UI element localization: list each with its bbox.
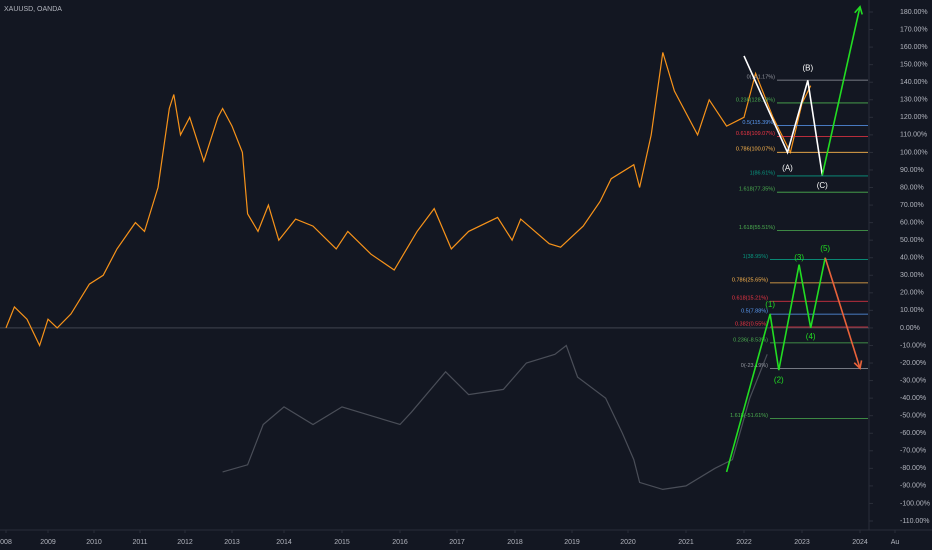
- fib-label: 1.618(-51.61%): [730, 413, 768, 419]
- wave-line: [821, 6, 861, 176]
- arrow-head: [854, 5, 863, 15]
- y-tick-label: -20.00%: [900, 360, 926, 367]
- y-tick-label: 30.00%: [900, 272, 924, 279]
- y-tick-label: 20.00%: [900, 290, 924, 297]
- y-tick-label: 0.00%: [900, 325, 920, 332]
- fib-label: 1(38.95%): [743, 254, 769, 260]
- x-tick-label: 2022: [736, 539, 752, 546]
- y-tick-label: -10.00%: [900, 342, 926, 349]
- fib-label: 0.786(25.65%): [732, 277, 768, 283]
- y-tick-label: -100.00%: [900, 500, 930, 507]
- fib-label: 0.5(7.88%): [741, 309, 768, 315]
- y-tick-label: -60.00%: [900, 430, 926, 437]
- wave-line: [725, 257, 826, 473]
- y-tick-label: 80.00%: [900, 184, 924, 191]
- y-tick-label: -90.00%: [900, 483, 926, 490]
- wave-label: (4): [806, 332, 816, 341]
- wave-label: (1): [765, 300, 775, 309]
- x-tick-label: 2017: [449, 539, 465, 546]
- chart-title: XAUUSD, OANDA: [4, 6, 62, 13]
- fib-label: 1.618(77.35%): [739, 187, 775, 193]
- wave-label: (3): [794, 253, 804, 262]
- y-tick-label: 100.00%: [900, 149, 928, 156]
- y-tick-label: 120.00%: [900, 114, 928, 121]
- y-tick-label: 180.00%: [900, 9, 928, 16]
- y-tick-label: -110.00%: [900, 518, 929, 525]
- y-tick-label: -50.00%: [900, 413, 926, 420]
- x-tick-label: 008: [0, 539, 12, 546]
- y-tick-label: 110.00%: [900, 132, 927, 139]
- y-tick-label: 140.00%: [900, 79, 928, 86]
- x-tick-label: 2023: [794, 539, 810, 546]
- fib-label: 0(141.17%): [747, 75, 776, 81]
- fib-label: 1.618(55.51%): [739, 225, 775, 231]
- price-line: [222, 344, 768, 491]
- x-tick-label: 2010: [86, 539, 102, 546]
- y-tick-label: -70.00%: [900, 448, 926, 455]
- y-tick-label: 130.00%: [900, 97, 928, 104]
- x-tick-label: 2015: [334, 539, 350, 546]
- y-tick-label: -40.00%: [900, 395, 926, 402]
- x-tick-label: 2020: [620, 539, 636, 546]
- x-tick-label: 2011: [132, 539, 147, 546]
- x-tick-label: 2024: [852, 539, 868, 546]
- fib-label: 0.618(15.21%): [732, 296, 768, 302]
- y-tick-label: -30.00%: [900, 377, 926, 384]
- x-tick-label: 2019: [564, 539, 580, 546]
- x-tick-label: 2013: [224, 539, 240, 546]
- x-tick-label: Au: [891, 539, 900, 546]
- x-tick-label: 2021: [678, 539, 694, 546]
- x-tick-label: 2016: [392, 539, 408, 546]
- y-tick-label: 70.00%: [900, 202, 924, 209]
- price-line: [5, 52, 812, 348]
- y-tick-label: 150.00%: [900, 61, 928, 68]
- x-tick-label: 2018: [507, 539, 523, 546]
- fib-label: 0.786(100.07%): [736, 147, 775, 153]
- fib-label: 0.5(115.39%): [742, 120, 775, 126]
- y-tick-label: 170.00%: [900, 26, 928, 33]
- x-tick-label: 2012: [177, 539, 193, 546]
- y-tick-label: 50.00%: [900, 237, 924, 244]
- fib-label: 0.236(128.18%): [736, 97, 775, 103]
- y-tick-label: 60.00%: [900, 219, 924, 226]
- wave-label: (C): [817, 181, 828, 190]
- x-tick-label: 2009: [40, 539, 56, 546]
- y-tick-label: 90.00%: [900, 167, 924, 174]
- fib-label: 0.382(0.55%): [735, 321, 768, 327]
- x-tick-label: 2014: [276, 539, 292, 546]
- fib-label: 1(86.61%): [750, 170, 776, 176]
- arrow-head: [853, 360, 863, 370]
- fib-label: 0(-23.19%): [741, 363, 768, 369]
- wave-label: (2): [774, 376, 784, 385]
- fib-label: 0.236(-8.53%): [733, 337, 768, 343]
- wave-label: (A): [782, 163, 793, 172]
- wave-label: (B): [802, 63, 813, 72]
- wave-line: [743, 55, 824, 176]
- fib-label: 0.618(109.07%): [736, 131, 775, 137]
- y-tick-label: 160.00%: [900, 44, 928, 51]
- y-tick-label: 40.00%: [900, 255, 924, 262]
- y-tick-label: -80.00%: [900, 465, 926, 472]
- wave-line: [824, 257, 861, 369]
- wave-label: (5): [820, 244, 830, 253]
- y-tick-label: 10.00%: [900, 307, 924, 314]
